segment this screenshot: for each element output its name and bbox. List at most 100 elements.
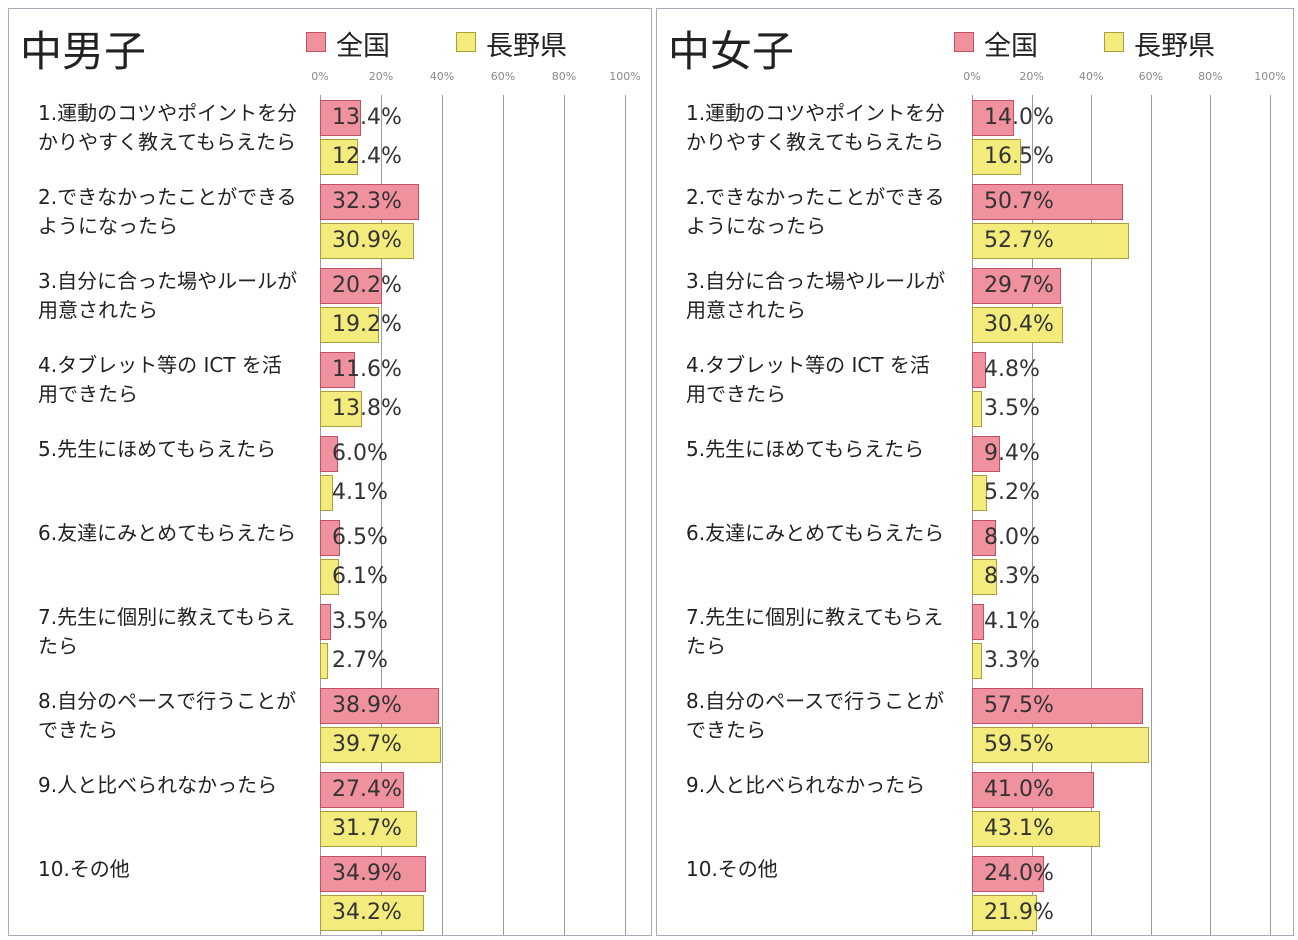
value-label: 6.5% [332,525,388,550]
legend-swatch [306,32,326,52]
value-label: 13.4% [332,105,402,130]
category-label: 2.できなかったことができるようになったら [38,185,297,238]
bar [972,100,1014,136]
value-label: 3.5% [984,396,1040,421]
bar [972,604,985,640]
category-label: 10.その他 [38,857,130,881]
category-label: 9.人と比べられなかったら [38,773,278,797]
legend-swatch [954,32,974,52]
bar [972,475,988,511]
value-label: 31.7% [332,816,402,841]
value-label: 13.8% [332,396,402,421]
value-label: 57.5% [984,693,1054,718]
grid-line [564,95,565,935]
grid-line [1091,95,1093,935]
category-label: 3.自分に合った場やルールが用意されたら [686,269,946,322]
value-label: 12.4% [332,144,402,169]
category-label: 4.タブレット等の ICT を活用できたら [38,353,282,406]
bar [972,307,1063,343]
legend-swatch [1104,32,1124,52]
bar [320,895,425,931]
grid-line [442,95,443,935]
x-tick-label: 100% [609,70,641,83]
category-label: 7.先生に個別に教えてもらえたら [686,605,944,658]
bar [320,475,333,511]
bar [972,811,1101,847]
bar [972,184,1124,220]
bar [972,688,1144,724]
bar [972,520,996,556]
legend-label: 全国 [984,31,1038,62]
legend-label: 長野県 [1134,31,1215,62]
bar [972,139,1022,175]
x-tick-label: 80% [1198,70,1223,83]
value-label: 4.1% [332,480,388,505]
bar [320,520,340,556]
value-label: 34.9% [332,861,402,886]
grid-line [381,95,382,935]
x-tick-label: 20% [368,70,394,83]
value-label: 6.1% [332,564,388,589]
bar [320,727,442,763]
bar [320,604,331,640]
x-tick-label: 40% [429,70,455,83]
bar [320,139,358,175]
category-label: 5.先生にほめてもらえたら [686,437,925,461]
value-label: 8.0% [984,525,1040,550]
value-label: 34.2% [332,900,402,925]
x-tick-label: 80% [551,70,577,83]
value-label: 21.9% [984,900,1054,925]
value-label: 4.1% [984,609,1040,634]
category-label: 6.友達にみとめてもらえたら [686,521,945,545]
value-label: 2.7% [332,648,388,673]
value-label: 19.2% [332,312,402,337]
value-label: 32.3% [332,189,402,214]
value-label: 38.9% [332,693,402,718]
value-label: 3.5% [332,609,388,634]
bar [320,436,339,472]
category-label: 5.先生にほめてもらえたら [38,437,277,461]
category-label: 6.友達にみとめてもらえたら [38,521,297,545]
value-label: 30.9% [332,228,402,253]
grid-line [1031,95,1033,935]
value-label: 8.3% [984,564,1040,589]
bar [320,856,427,892]
grid-line [1150,95,1152,935]
x-tick-label: 0% [963,70,981,83]
bar [972,223,1130,259]
grid-line [1210,95,1212,935]
panel [656,8,1294,936]
bar [972,352,987,388]
value-label: 14.0% [984,105,1054,130]
bar [972,268,1061,304]
bar [972,391,983,427]
value-label: 24.0% [984,861,1054,886]
x-tick-label: 60% [490,70,516,83]
value-label: 16.5% [984,144,1054,169]
category-label: 1.運動のコツやポイントを分かりやすく教えてもらえたら [38,101,298,154]
bar [972,643,982,679]
category-label: 10.その他 [686,857,778,881]
bar [320,352,356,388]
legend-label: 全国 [336,31,390,62]
bar [972,436,1000,472]
value-label: 41.0% [984,777,1054,802]
category-label: 1.運動のコツやポイントを分かりやすく教えてもらえたら [686,101,946,154]
bar [972,559,997,595]
category-label: 9.人と比べられなかったら [686,773,926,797]
value-label: 29.7% [984,273,1054,298]
x-tick-label: 40% [1078,70,1104,83]
chart-title: 中女子 [668,27,795,76]
value-label: 4.8% [984,357,1040,382]
value-label: 39.7% [332,732,402,757]
bar [972,727,1150,763]
category-label: 8.自分のペースで行うことができたら [38,689,297,742]
grid-line [320,95,321,935]
legend-swatch [456,32,476,52]
value-label: 27.4% [332,777,402,802]
category-label: 7.先生に個別に教えてもらえたら [38,605,296,658]
bar [320,307,379,343]
bar [320,100,361,136]
category-label: 2.できなかったことができるようになったら [686,185,945,238]
